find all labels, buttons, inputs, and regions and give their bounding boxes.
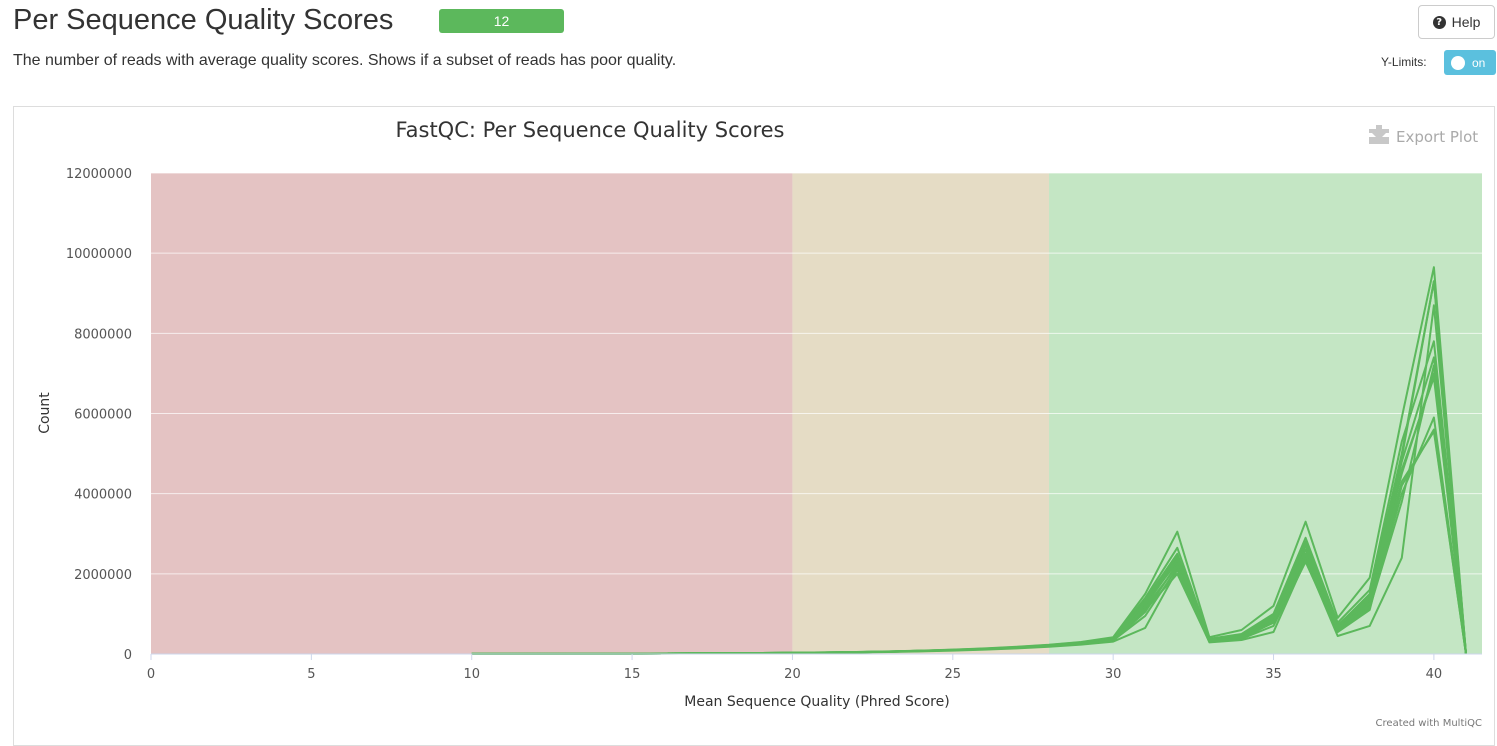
x-tick-label: 40 [1426, 667, 1443, 682]
x-tick-label: 5 [307, 667, 315, 682]
y-tick-label: 2000000 [74, 568, 132, 583]
y-tick-label: 6000000 [74, 408, 132, 423]
section-description: The number of reads with average quality… [13, 52, 677, 69]
export-plot-label: Export Plot [1396, 128, 1478, 146]
y-tick-label: 10000000 [66, 247, 132, 262]
status-badge: 12 [439, 9, 564, 33]
line-chart: 0 2000000 4000000 6000000 8000000 10000000 120… [37, 118, 1482, 729]
ylimits-toggle-label: on [1472, 55, 1486, 70]
x-axis-label: Mean Sequence Quality (Phred Score) [684, 694, 949, 710]
export-plot-button[interactable]: Export Plot [1369, 125, 1478, 146]
ylimits-label: Y-Limits: [1381, 55, 1427, 69]
y-tick-label: 12000000 [66, 167, 132, 182]
x-tick-label: 35 [1265, 667, 1282, 682]
x-tick-label: 20 [784, 667, 801, 682]
y-tick-label: 8000000 [74, 327, 132, 342]
y-axis-label: Count [37, 392, 53, 434]
ylimits-toggle[interactable]: on [1444, 50, 1496, 75]
download-icon [1369, 125, 1389, 144]
chart-title: FastQC: Per Sequence Quality Scores [395, 118, 784, 142]
x-tick-label: 30 [1105, 667, 1122, 682]
x-tick-label: 25 [945, 667, 962, 682]
created-with-credit: Created with MultiQC [1376, 718, 1482, 729]
x-tick-label: 10 [463, 667, 480, 682]
question-circle-icon: ? [1432, 15, 1446, 29]
x-tick-label: 0 [147, 667, 155, 682]
toggle-knob [1451, 55, 1465, 70]
y-tick-label: 4000000 [74, 488, 132, 503]
help-button[interactable]: ? Help [1418, 5, 1495, 39]
y-tick-label: 0 [124, 648, 132, 663]
x-tick-label: 15 [624, 667, 641, 682]
tick-labels: 0 2000000 4000000 6000000 8000000 10000000 120… [66, 167, 1442, 682]
help-button-label: Help [1451, 14, 1481, 30]
grid-lines [151, 172, 1482, 575]
plot-panel: 0 2000000 4000000 6000000 8000000 10000000 120… [13, 106, 1495, 746]
page-title: Per Sequence Quality Scores [13, 4, 394, 36]
